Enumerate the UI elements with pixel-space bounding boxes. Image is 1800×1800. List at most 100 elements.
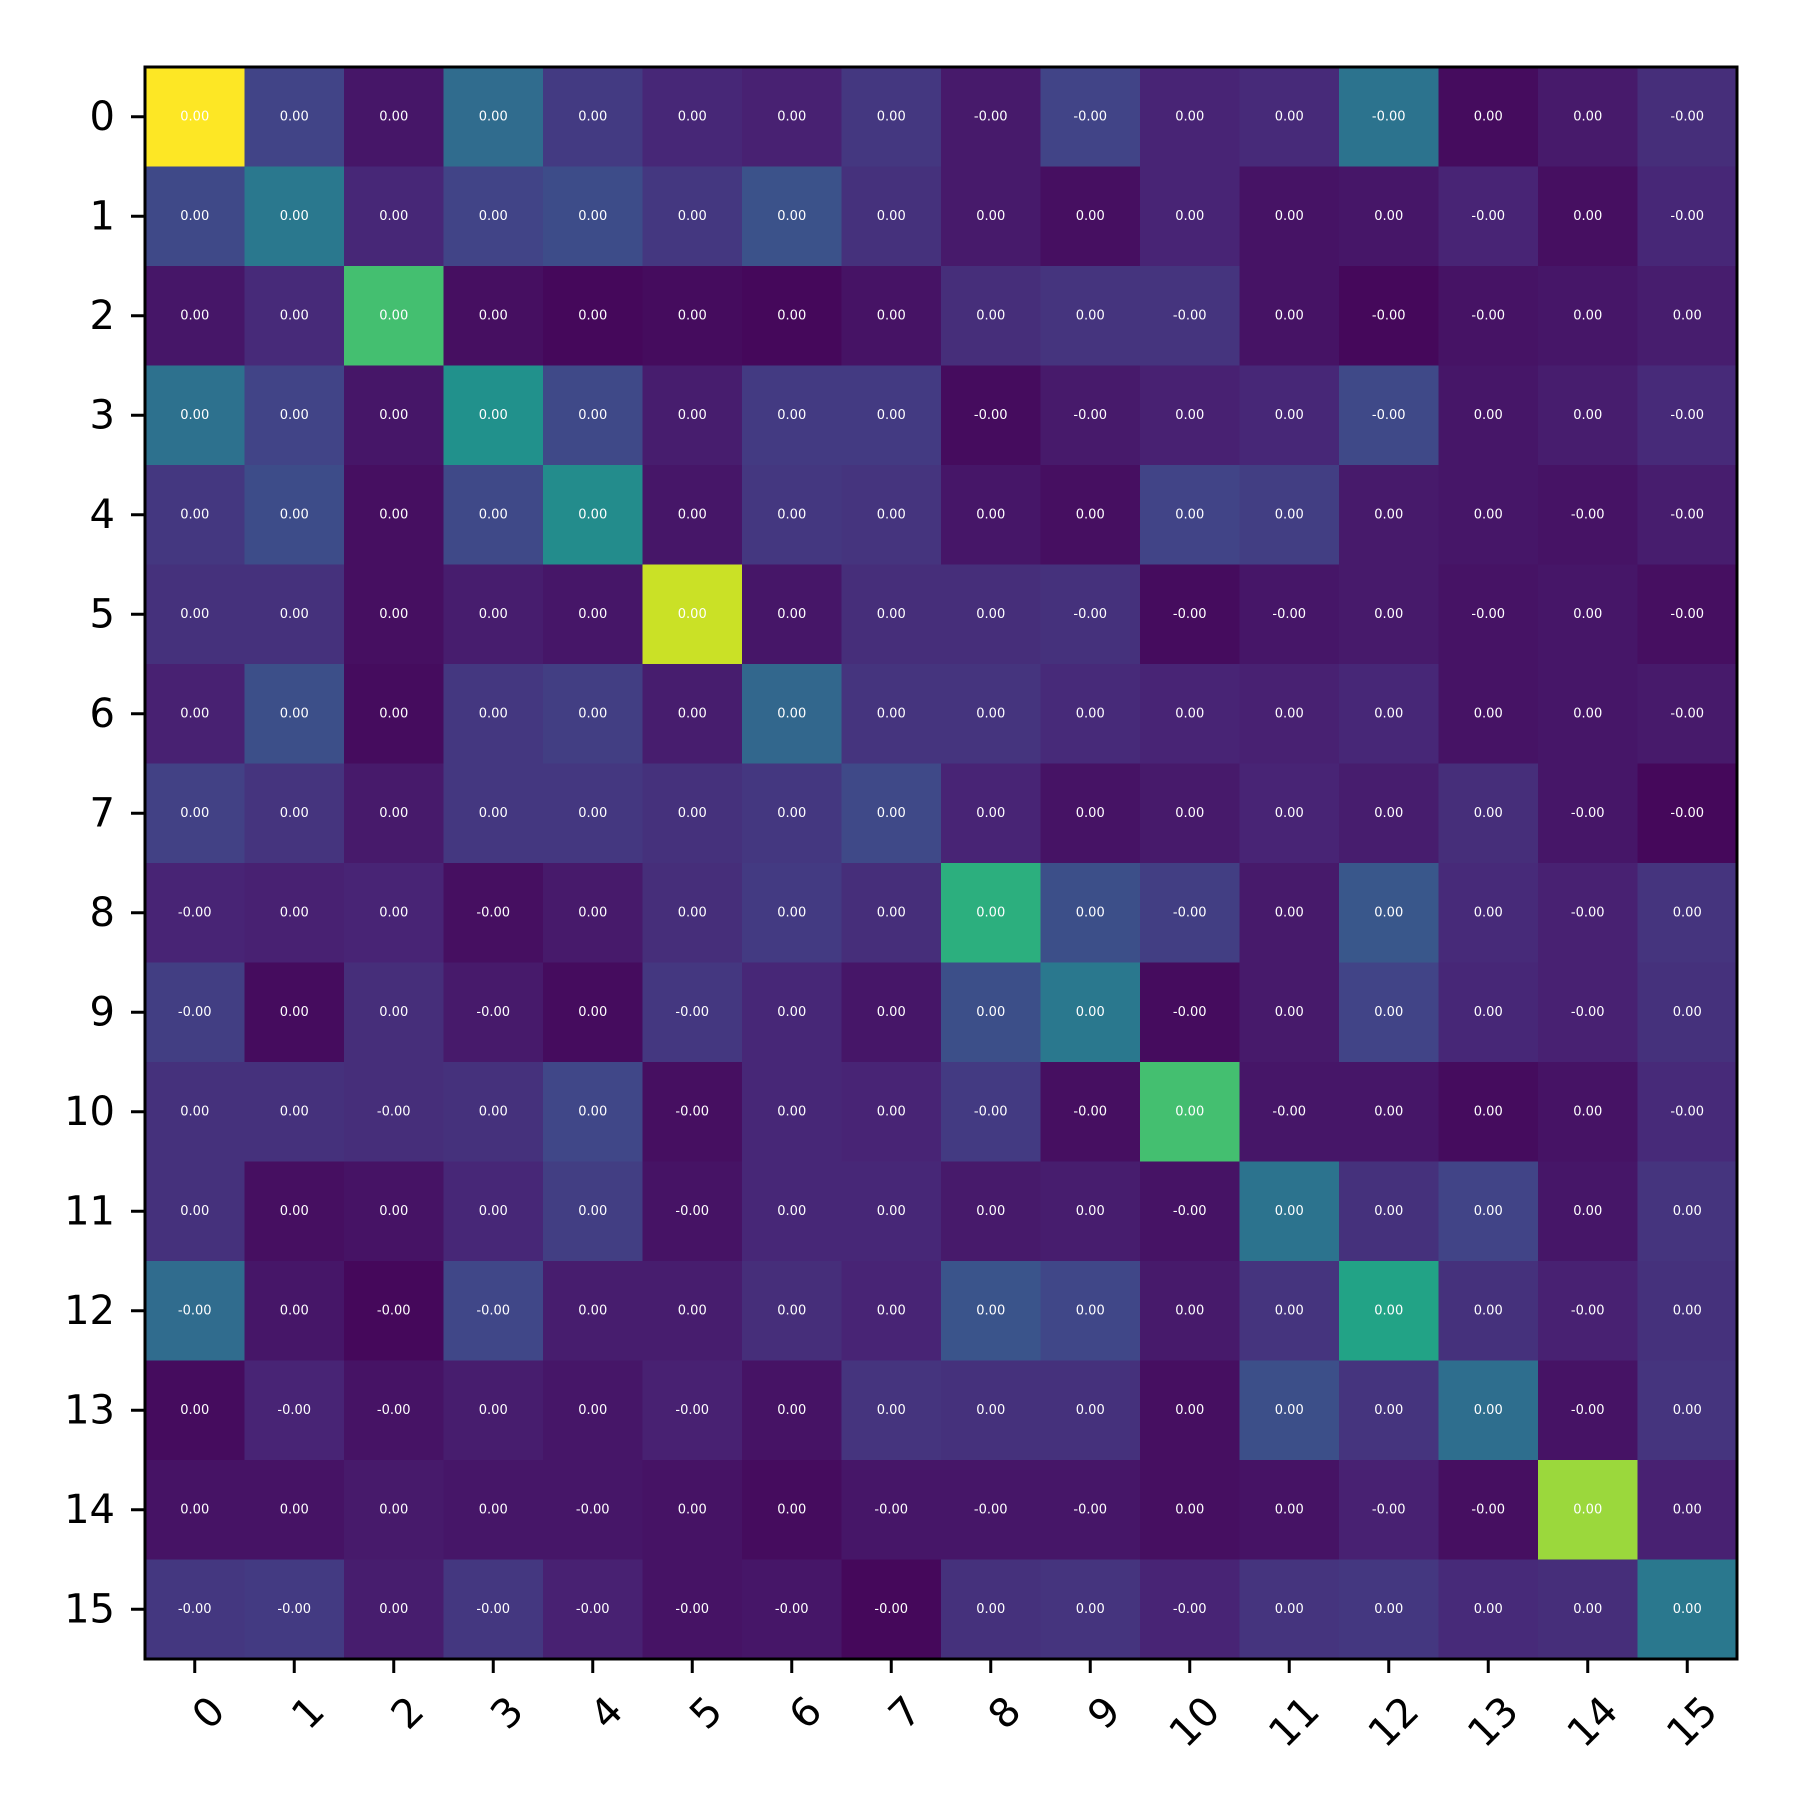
heatmap-cell-11-10 [1140,1161,1240,1262]
cell-value-11-6: 0.00 [777,1204,806,1219]
heatmap-cell-7-11 [1239,763,1340,864]
y-tick-label-9: 9 [90,989,115,1035]
cell-value-9-3: -0.00 [476,1005,510,1020]
heatmap-cell-3-4 [543,365,643,466]
heatmap-cell-4-12 [1339,465,1439,565]
cell-value-3-11: 0.00 [1275,408,1304,423]
heatmap-cell-15-1 [244,1559,345,1660]
heatmap-cell-10-9 [1040,1062,1141,1162]
heatmap-cell-2-15 [1637,266,1738,366]
cell-value-4-7: 0.00 [877,507,906,522]
heatmap-cell-6-10 [1140,664,1240,764]
heatmap-cell-12-2 [344,1261,444,1361]
cell-value-8-5: 0.00 [678,905,707,920]
cell-value-1-8: 0.00 [976,209,1005,224]
cell-value-9-1: 0.00 [280,1005,309,1020]
heatmap-cell-8-5 [642,863,743,963]
cell-value-7-0: 0.00 [180,806,209,821]
cell-value-14-12: -0.00 [1372,1502,1406,1517]
heatmap-cell-10-6 [742,1062,842,1162]
cell-value-5-15: -0.00 [1670,607,1704,622]
cell-value-3-3: 0.00 [479,408,508,423]
heatmap-cell-15-9 [1040,1559,1141,1660]
cell-value-6-11: 0.00 [1275,706,1304,721]
heatmap-cell-1-9 [1040,166,1141,267]
cell-value-7-13: 0.00 [1474,806,1503,821]
cell-value-11-0: 0.00 [180,1204,209,1219]
heatmap-cell-11-7 [841,1161,942,1262]
cell-value-5-6: 0.00 [777,607,806,622]
cell-value-4-5: 0.00 [678,507,707,522]
cell-value-12-8: 0.00 [976,1303,1005,1318]
x-tick-label-4: 4 [582,1688,633,1739]
cell-value-14-6: 0.00 [777,1502,806,1517]
heatmap-cell-7-5 [642,763,743,864]
heatmap-cell-5-11 [1239,564,1340,665]
y-tick-label-0: 0 [90,94,115,140]
heatmap-cell-12-4 [543,1261,643,1361]
heatmap-cell-1-13 [1438,166,1539,267]
cell-value-15-9: 0.00 [1076,1602,1105,1617]
cell-value-13-14: -0.00 [1571,1403,1605,1418]
heatmap-cell-7-0 [145,763,245,864]
cell-value-4-14: -0.00 [1571,507,1605,522]
heatmap-cell-11-2 [344,1161,444,1262]
heatmap-cell-15-15 [1637,1559,1738,1660]
heatmap-cell-15-6 [742,1559,842,1660]
y-tick-label-1: 1 [90,193,115,239]
heatmap-cell-3-1 [244,365,345,466]
heatmap-cell-2-11 [1239,266,1340,366]
cell-value-12-7: 0.00 [877,1303,906,1318]
cell-value-11-12: 0.00 [1374,1204,1403,1219]
heatmap-cell-3-10 [1140,365,1240,466]
cell-value-9-9: 0.00 [1076,1005,1105,1020]
heatmap-cell-14-4 [543,1460,643,1560]
heatmap-cell-13-15 [1637,1360,1738,1461]
cell-value-14-2: 0.00 [379,1502,408,1517]
cell-value-4-2: 0.00 [379,507,408,522]
heatmap-cell-0-14 [1538,67,1638,167]
cell-value-14-8: -0.00 [974,1502,1008,1517]
heatmap-cell-8-15 [1637,863,1738,963]
heatmap-cell-0-12 [1339,67,1439,167]
heatmap-cell-9-15 [1637,962,1738,1063]
y-tick-label-10: 10 [64,1089,115,1135]
heatmap-cell-8-14 [1538,863,1638,963]
cell-value-5-12: 0.00 [1374,607,1403,622]
x-tick-label-13: 13 [1459,1688,1528,1757]
cell-value-11-2: 0.00 [379,1204,408,1219]
cell-value-13-12: 0.00 [1374,1403,1403,1418]
heatmap-cell-4-2 [344,465,444,565]
heatmap-cell-10-5 [642,1062,743,1162]
heatmap-cell-5-14 [1538,564,1638,665]
cell-value-0-12: -0.00 [1372,109,1406,124]
cell-value-12-4: 0.00 [578,1303,607,1318]
heatmap-cell-0-4 [543,67,643,167]
heatmap-cell-8-0 [145,863,245,963]
heatmap-cell-5-15 [1637,564,1738,665]
heatmap-cell-7-15 [1637,763,1738,864]
cell-value-4-13: 0.00 [1474,507,1503,522]
cell-value-15-1: -0.00 [277,1602,311,1617]
cell-value-5-3: 0.00 [479,607,508,622]
cell-value-14-10: 0.00 [1175,1502,1204,1517]
heatmap-cell-2-9 [1040,266,1141,366]
x-tick-label-12: 12 [1360,1688,1429,1757]
heatmap-cell-13-11 [1239,1360,1340,1461]
cell-value-5-8: 0.00 [976,607,1005,622]
cell-value-8-13: 0.00 [1474,905,1503,920]
y-tick-label-6: 6 [90,691,115,737]
cell-value-1-1: 0.00 [280,209,309,224]
heatmap-cell-15-10 [1140,1559,1240,1660]
cell-value-14-9: -0.00 [1073,1502,1107,1517]
heatmap-cell-2-3 [443,266,544,366]
cell-value-9-6: 0.00 [777,1005,806,1020]
heatmap-cell-1-12 [1339,166,1439,267]
cell-value-4-8: 0.00 [976,507,1005,522]
cell-value-10-10: 0.00 [1175,1104,1204,1119]
cell-value-10-4: 0.00 [578,1104,607,1119]
heatmap-cell-1-14 [1538,166,1638,267]
cell-value-10-0: 0.00 [180,1104,209,1119]
heatmap-cell-12-6 [742,1261,842,1361]
heatmap-cell-12-13 [1438,1261,1539,1361]
